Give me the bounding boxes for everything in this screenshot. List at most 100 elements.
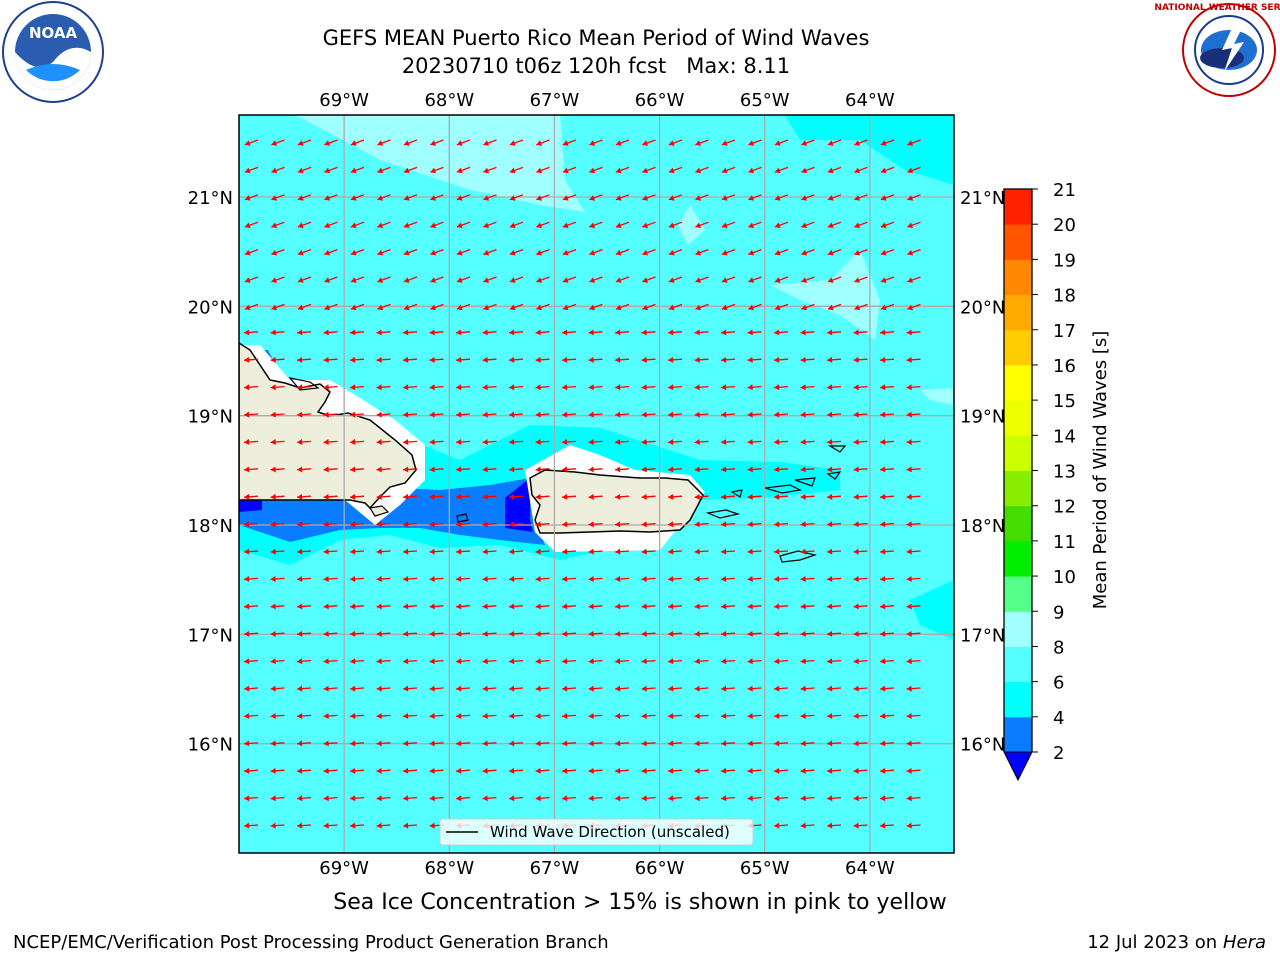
- wave-direction-arrow: [615, 740, 630, 747]
- wave-direction-arrow: [906, 493, 921, 500]
- wave-direction-arrow: [323, 439, 338, 446]
- colorbar-swatch: [1004, 540, 1032, 577]
- lat-label-left: 20°N: [188, 297, 233, 318]
- wave-direction-arrow: [270, 411, 285, 418]
- wave-direction-arrow: [694, 658, 709, 665]
- wave-direction-arrow: [430, 248, 444, 256]
- wave-direction-arrow: [774, 221, 789, 229]
- wave-direction-arrow: [403, 630, 418, 637]
- wave-direction-arrow: [403, 740, 418, 747]
- wave-direction-arrow: [800, 548, 815, 555]
- colorbar-tick-label: 10: [1053, 567, 1076, 588]
- wave-direction-arrow: [562, 384, 577, 391]
- lat-label-left: 16°N: [188, 735, 233, 756]
- wave-direction-arrow: [297, 276, 312, 283]
- wave-direction-arrow: [747, 795, 762, 802]
- wave-direction-arrow: [774, 685, 789, 692]
- wave-direction-arrow: [906, 713, 921, 720]
- wave-direction-arrow: [853, 795, 868, 802]
- wave-direction-arrow: [853, 548, 868, 555]
- wave-direction-arrow: [482, 493, 497, 500]
- wave-direction-arrow: [376, 713, 391, 720]
- wave-direction-arrow: [695, 166, 709, 174]
- lon-label-top: 67°W: [530, 90, 580, 111]
- wave-direction-arrow: [323, 795, 338, 802]
- wave-direction-arrow: [244, 329, 259, 336]
- wave-direction-arrow: [827, 329, 842, 336]
- footer-date-text: 12 Jul 2023 on: [1087, 932, 1223, 953]
- lat-label-right: 20°N: [960, 297, 1005, 318]
- saona-island: [369, 505, 390, 517]
- wave-direction-arrow: [562, 603, 577, 610]
- sea-ice-caption: Sea Ice Concentration > 15% is shown in …: [333, 890, 947, 915]
- wave-direction-arrow: [562, 439, 577, 446]
- wave-direction-arrow: [695, 139, 709, 146]
- wave-direction-arrow: [271, 194, 285, 201]
- wave-direction-arrow: [403, 493, 418, 500]
- culebra-island: [730, 489, 743, 498]
- wave-direction-arrow: [456, 576, 471, 583]
- wave-direction-arrow: [376, 521, 391, 528]
- lon-label-bottom: 65°W: [740, 858, 790, 879]
- wave-direction-arrow: [562, 521, 577, 528]
- wave-direction-arrow: [907, 221, 921, 229]
- wave-direction-arrow: [853, 713, 868, 720]
- wave-direction-arrow: [483, 194, 497, 201]
- wave-direction-arrow: [536, 303, 550, 311]
- wave-direction-arrow: [827, 303, 842, 311]
- wave-direction-arrow: [350, 384, 365, 391]
- wave-direction-arrow: [800, 658, 815, 665]
- wave-direction-arrow: [270, 767, 285, 774]
- colorbar-swatch: [1004, 681, 1032, 718]
- lon-label-bottom: 69°W: [319, 858, 369, 879]
- wave-direction-arrow: [907, 194, 921, 201]
- lat-label-right: 17°N: [960, 625, 1005, 646]
- wave-direction-arrow: [376, 466, 391, 473]
- wave-direction-arrow: [880, 194, 895, 201]
- wave-direction-arrow: [800, 685, 815, 692]
- wave-direction-arrow: [668, 439, 683, 446]
- wave-direction-arrow: [456, 248, 471, 256]
- wave-direction-arrow: [509, 548, 524, 555]
- wave-direction-arrow: [377, 248, 391, 256]
- wave-direction-arrow: [482, 384, 497, 391]
- wave-direction-arrow: [774, 439, 789, 446]
- wave-direction-arrow: [297, 329, 312, 336]
- wave-direction-arrow: [853, 685, 868, 692]
- wave-direction-arrow: [403, 439, 418, 446]
- wave-direction-arrow: [854, 303, 868, 311]
- wave-direction-arrow: [695, 276, 709, 283]
- wave-direction-arrow: [535, 740, 550, 747]
- wave-direction-arrow: [509, 439, 524, 446]
- wave-direction-arrow: [880, 356, 895, 363]
- wave-direction-arrow: [801, 166, 815, 174]
- wave-direction-arrow: [509, 630, 524, 637]
- wave-direction-arrow: [297, 630, 312, 637]
- wave-direction-arrow: [907, 276, 921, 283]
- colorbar-swatch: [1004, 505, 1032, 542]
- latitude-labels-left: 21°N 20°N 19°N 18°N 17°N 16°N: [188, 188, 233, 756]
- wave-direction-arrow: [509, 466, 524, 473]
- colorbar-tick-label: 15: [1053, 391, 1076, 412]
- wave-direction-arrow: [800, 767, 815, 774]
- wave-direction-arrow: [721, 221, 736, 229]
- wave-direction-arrow: [906, 466, 921, 473]
- wave-direction-arrow: [482, 713, 497, 720]
- lon-label-top: 69°W: [319, 90, 369, 111]
- wave-direction-arrow: [536, 276, 550, 283]
- wave-direction-arrow: [456, 630, 471, 637]
- footer-host: Hera: [1222, 932, 1266, 953]
- wave-direction-arrow: [403, 194, 418, 201]
- vieques-island: [705, 509, 741, 519]
- wave-direction-arrow: [323, 713, 338, 720]
- wave-direction-arrow: [535, 493, 550, 500]
- wave-direction-arrow: [641, 548, 656, 555]
- wave-direction-arrow: [456, 658, 471, 665]
- wave-direction-arrow: [800, 493, 815, 500]
- wave-direction-arrow: [774, 576, 789, 583]
- wave-direction-arrow: [430, 303, 444, 311]
- wave-direction-arrow: [588, 603, 603, 610]
- wave-direction-arrow: [827, 166, 842, 174]
- wave-direction-arrow: [588, 740, 603, 747]
- wave-direction-arrow: [483, 166, 497, 174]
